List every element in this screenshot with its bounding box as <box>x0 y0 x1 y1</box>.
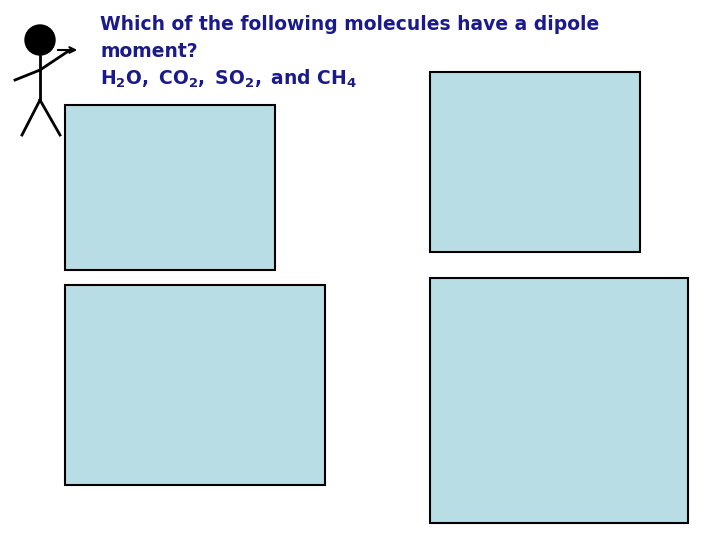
Text: $\mathregular{H_2O,\ CO_2,\ SO_2,\ and\ CH_4}$: $\mathregular{H_2O,\ CO_2,\ SO_2,\ and\ … <box>100 68 356 90</box>
Bar <box>430 72 640 252</box>
Bar <box>65 105 275 270</box>
Text: Which of the following molecules have a dipole: Which of the following molecules have a … <box>100 15 599 34</box>
Circle shape <box>25 25 55 55</box>
Text: moment?: moment? <box>100 42 197 61</box>
Bar <box>430 278 688 523</box>
Bar <box>65 285 325 485</box>
